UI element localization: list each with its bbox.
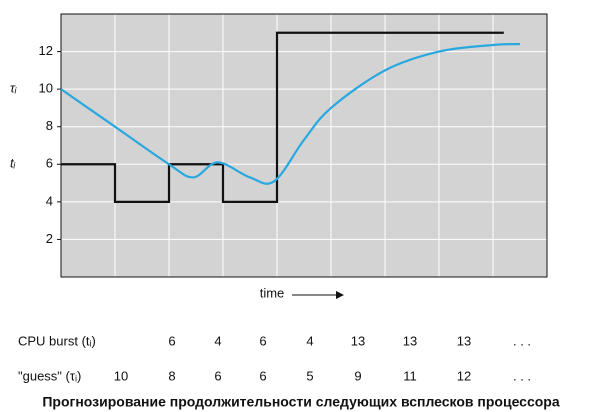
- table-cell: 6: [259, 368, 266, 383]
- y-tick-label: 8: [46, 118, 53, 133]
- x-axis-label: time: [260, 285, 285, 300]
- series-line: [60, 42, 521, 185]
- table-cell: 6: [259, 333, 266, 348]
- table-cell: 4: [214, 333, 221, 348]
- table-cell: 5: [306, 368, 313, 383]
- series-line: [61, 31, 504, 203]
- table-cell: 10: [114, 368, 128, 383]
- table-cell: 8: [168, 368, 175, 383]
- y-annotation: τᵢ: [10, 81, 17, 96]
- table-cell: . . .: [513, 333, 531, 348]
- x-axis-arrowhead: [336, 291, 344, 299]
- row-label: CPU burst (tᵢ): [18, 333, 96, 348]
- y-tick-label: 2: [46, 231, 53, 246]
- y-tick-label: 10: [39, 81, 53, 96]
- y-annotation: tᵢ: [10, 156, 16, 171]
- table-cell: 12: [457, 368, 471, 383]
- table-cell: 13: [457, 333, 471, 348]
- plot-border: [60, 13, 548, 278]
- table-cell: 6: [168, 333, 175, 348]
- y-tick-label: 6: [46, 156, 53, 171]
- table-cell: 13: [403, 333, 417, 348]
- y-tick-label: 12: [39, 43, 53, 58]
- table-cell: 13: [351, 333, 365, 348]
- caption: Прогнозирование продолжительности следую…: [42, 394, 560, 410]
- plot-area: [61, 14, 547, 277]
- table-cell: 4: [306, 333, 313, 348]
- table-cell: . . .: [513, 368, 531, 383]
- row-label: "guess" (τᵢ): [18, 368, 81, 383]
- table-cell: 9: [354, 368, 361, 383]
- table-cell: 6: [214, 368, 221, 383]
- y-tick-label: 4: [46, 193, 53, 208]
- table-cell: 11: [403, 368, 417, 383]
